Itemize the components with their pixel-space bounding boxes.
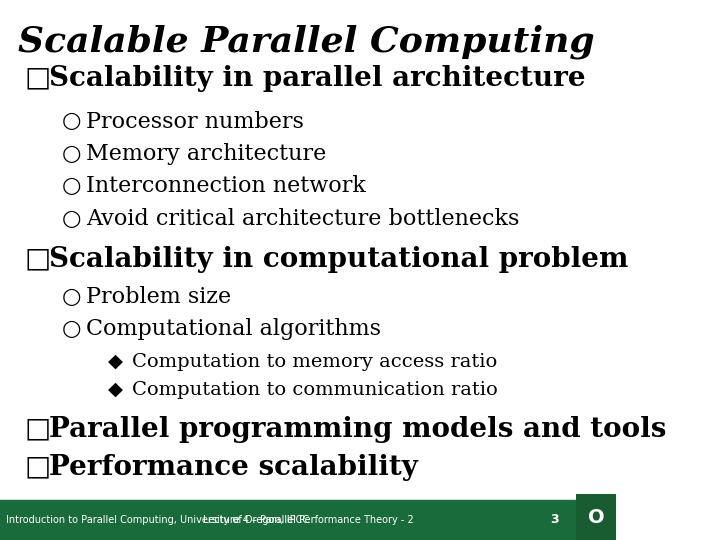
Text: Avoid critical architecture bottlenecks: Avoid critical architecture bottlenecks (86, 208, 520, 230)
Text: □: □ (24, 246, 51, 273)
Text: □: □ (24, 65, 51, 92)
Text: 3: 3 (550, 513, 559, 526)
Text: □: □ (24, 454, 51, 481)
Text: Performance scalability: Performance scalability (49, 454, 418, 481)
Text: Parallel programming models and tools: Parallel programming models and tools (49, 416, 667, 443)
Text: Interconnection network: Interconnection network (86, 176, 366, 197)
Text: Computation to memory access ratio: Computation to memory access ratio (132, 353, 498, 371)
Text: Scalability in computational problem: Scalability in computational problem (49, 246, 629, 273)
Text: Computational algorithms: Computational algorithms (86, 319, 381, 340)
FancyBboxPatch shape (576, 494, 616, 540)
Text: Introduction to Parallel Computing, University of Oregon, IPCC: Introduction to Parallel Computing, Univ… (6, 515, 310, 525)
Text: Memory architecture: Memory architecture (86, 143, 326, 165)
Text: ○: ○ (62, 208, 81, 230)
Text: ○: ○ (62, 176, 81, 197)
Text: Scalability in parallel architecture: Scalability in parallel architecture (49, 65, 586, 92)
FancyBboxPatch shape (0, 500, 616, 540)
Text: O: O (588, 508, 605, 526)
Text: Problem size: Problem size (86, 286, 231, 308)
Text: Scalable Parallel Computing: Scalable Parallel Computing (19, 24, 595, 59)
Text: Computation to communication ratio: Computation to communication ratio (132, 381, 498, 399)
Text: Processor numbers: Processor numbers (86, 111, 304, 132)
Text: ○: ○ (62, 111, 81, 132)
Text: ◆: ◆ (108, 381, 123, 399)
Text: ○: ○ (62, 319, 81, 340)
Text: □: □ (24, 416, 51, 443)
Text: ◆: ◆ (108, 353, 123, 371)
Text: ○: ○ (62, 143, 81, 165)
Text: ○: ○ (62, 286, 81, 308)
Text: Lecture 4 – Parallel Performance Theory - 2: Lecture 4 – Parallel Performance Theory … (202, 515, 413, 525)
